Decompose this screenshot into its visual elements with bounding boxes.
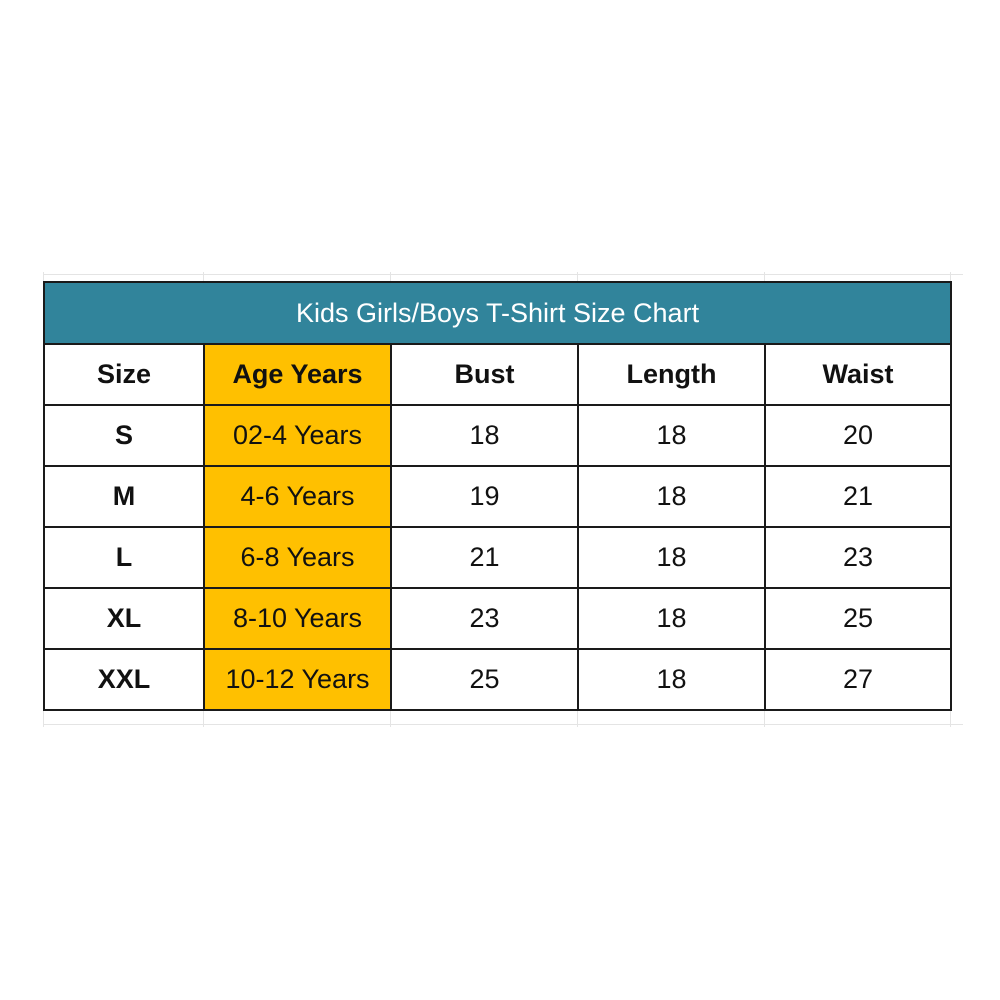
cell-bust: 18 — [390, 404, 579, 467]
table-title: Kids Girls/Boys T-Shirt Size Chart — [42, 281, 953, 345]
header-waist: Waist — [763, 343, 953, 406]
cell-age: 8-10 Years — [203, 587, 392, 650]
cell-age: 4-6 Years — [203, 465, 392, 528]
cell-length: 18 — [577, 648, 766, 711]
size-chart-table: Kids Girls/Boys T-Shirt Size Chart Size … — [42, 281, 953, 711]
cell-age: 10-12 Years — [203, 648, 392, 711]
cell-size: L — [43, 526, 205, 589]
cell-size: XXL — [43, 648, 205, 711]
cell-length: 18 — [577, 404, 766, 467]
cell-waist: 27 — [763, 648, 953, 711]
cell-bust: 25 — [390, 648, 579, 711]
cell-length: 18 — [577, 465, 766, 528]
header-age: Age Years — [203, 343, 392, 406]
header-bust: Bust — [390, 343, 579, 406]
table-row: L 6-8 Years 21 18 23 — [43, 526, 953, 589]
table-row: XL 8-10 Years 23 18 25 — [43, 587, 953, 650]
cell-age: 02-4 Years — [203, 404, 392, 467]
cell-waist: 23 — [763, 526, 953, 589]
table-row: S 02-4 Years 18 18 20 — [43, 404, 953, 467]
header-row: Size Age Years Bust Length Waist — [43, 343, 953, 406]
header-size: Size — [43, 343, 205, 406]
table-row: M 4-6 Years 19 18 21 — [43, 465, 953, 528]
cell-length: 18 — [577, 587, 766, 650]
cell-waist: 20 — [763, 404, 953, 467]
cell-bust: 19 — [390, 465, 579, 528]
table-row: XXL 10-12 Years 25 18 27 — [43, 648, 953, 711]
cell-size: S — [43, 404, 205, 467]
cell-waist: 25 — [763, 587, 953, 650]
header-length: Length — [577, 343, 766, 406]
cell-length: 18 — [577, 526, 766, 589]
cell-bust: 21 — [390, 526, 579, 589]
cell-age: 6-8 Years — [203, 526, 392, 589]
gridline — [43, 274, 963, 275]
cell-bust: 23 — [390, 587, 579, 650]
cell-size: XL — [43, 587, 205, 650]
gridline — [43, 724, 963, 725]
cell-size: M — [43, 465, 205, 528]
cell-waist: 21 — [763, 465, 953, 528]
